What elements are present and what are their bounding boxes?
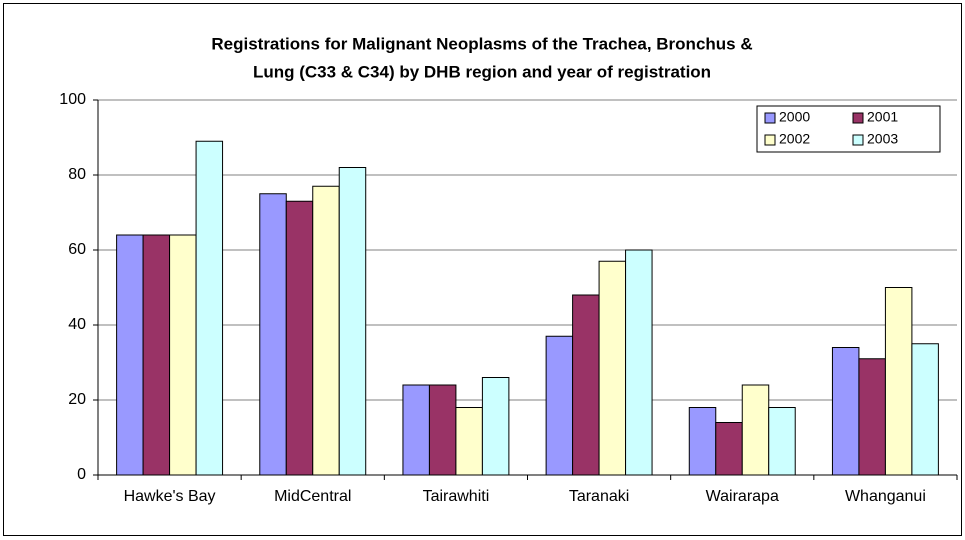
bar — [911, 343, 939, 476]
legend-swatch — [852, 134, 864, 146]
legend-swatch — [764, 134, 776, 146]
bar — [858, 358, 886, 476]
y-tick-label: 100 — [59, 91, 86, 108]
y-tick-label: 20 — [68, 391, 86, 408]
bar — [741, 384, 770, 476]
x-tick-label: Tairawhiti — [423, 488, 490, 505]
bar — [402, 384, 430, 476]
legend-box — [756, 105, 941, 153]
chart-title: Registrations for Malignant Neoplasms of… — [211, 34, 752, 53]
bar — [455, 407, 483, 476]
y-tick-label: 40 — [68, 316, 86, 333]
x-tick-label: MidCentral — [274, 488, 351, 505]
legend-label: 2002 — [779, 131, 810, 147]
bar — [688, 407, 717, 476]
bar — [428, 384, 457, 476]
legend-label: 2000 — [779, 109, 810, 125]
bar — [481, 377, 510, 476]
bar — [195, 140, 224, 476]
legend-label: 2003 — [867, 131, 898, 147]
y-tick-label: 80 — [68, 166, 86, 183]
legend-swatch — [764, 112, 776, 124]
bar — [169, 234, 197, 476]
x-tick-label: Whanganui — [845, 488, 926, 505]
bar — [715, 422, 743, 476]
bar — [545, 335, 574, 476]
bar — [598, 260, 627, 476]
bar — [338, 167, 367, 476]
y-tick-label: 60 — [68, 241, 86, 258]
bar — [259, 193, 287, 476]
bar — [831, 347, 860, 476]
x-tick-label: Taranaki — [569, 488, 629, 505]
x-tick-label: Wairarapa — [706, 488, 779, 505]
bar — [768, 407, 796, 476]
bar — [116, 234, 144, 476]
bar — [572, 294, 600, 476]
x-tick-label: Hawke's Bay — [124, 488, 216, 505]
bar — [312, 185, 340, 476]
bar — [142, 234, 171, 476]
bar — [285, 200, 314, 476]
y-tick-label: 0 — [77, 466, 86, 483]
chart-title: Lung (C33 & C34) by DHB region and year … — [253, 62, 711, 81]
legend-label: 2001 — [867, 109, 898, 125]
legend-swatch — [852, 112, 864, 124]
bar — [625, 249, 653, 476]
bar — [884, 287, 913, 476]
